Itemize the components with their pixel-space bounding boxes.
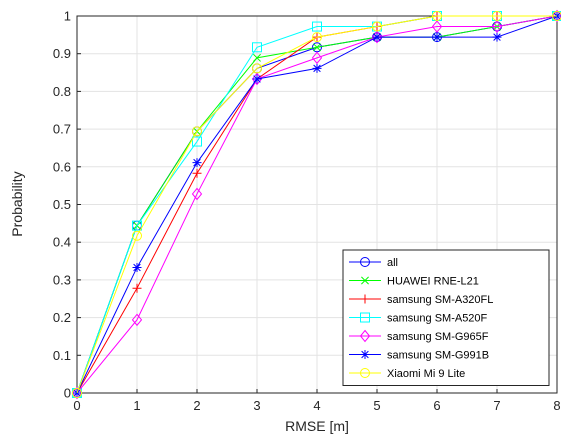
data-point-xiaomi-mi-9-lite bbox=[192, 126, 202, 137]
x-tick-label: 2 bbox=[193, 398, 200, 413]
legend-item-xiaomi-mi-9-lite: Xiaomi Mi 9 Lite bbox=[349, 368, 465, 380]
y-tick-label: 0.7 bbox=[53, 122, 71, 137]
data-point-xiaomi-mi-9-lite bbox=[312, 32, 322, 43]
data-point-samsung-sm-g965f bbox=[371, 30, 383, 44]
data-point-xiaomi-mi-9-lite bbox=[372, 21, 382, 32]
legend-label: samsung SM-G965F bbox=[387, 331, 489, 343]
x-tick-label: 0 bbox=[73, 398, 80, 413]
series-layer bbox=[71, 9, 561, 400]
data-point-xiaomi-mi-9-lite bbox=[552, 11, 561, 21]
x-tick-label: 3 bbox=[253, 398, 260, 413]
data-point-samsung-sm-a520f bbox=[312, 21, 322, 32]
legend-item-huawei-rne-l21: HUAWEI RNE-L21 bbox=[349, 276, 479, 288]
axis-ticks: 0 1 2 3 4 5 6 7 8 0 0.1 0.2 0.3 0.4 0.5 0.6 0.7 0.8 0.9 1 bbox=[53, 9, 561, 414]
data-point-samsung-sm-g965f bbox=[431, 20, 443, 33]
x-tick-label: 5 bbox=[373, 398, 380, 413]
y-tick-label: 0.5 bbox=[53, 197, 71, 212]
y-tick-label: 0.6 bbox=[53, 159, 71, 174]
data-point-samsung-sm-a520f bbox=[192, 136, 202, 147]
data-point-samsung-sm-a520f bbox=[132, 220, 142, 231]
data-point-xiaomi-mi-9-lite bbox=[132, 230, 142, 241]
legend-item-samsung-sm-a520f: samsung SM-A520F bbox=[349, 312, 488, 325]
data-point-samsung-sm-g965f bbox=[191, 187, 203, 201]
y-tick-label: 1 bbox=[64, 9, 71, 24]
series-line-xiaomi-mi-9-lite bbox=[76, 15, 557, 394]
x-tick-label: 8 bbox=[553, 398, 560, 413]
legend-label: Xiaomi Mi 9 Lite bbox=[387, 368, 465, 380]
y-tick-label: 0.1 bbox=[53, 348, 71, 363]
legend-item-all: all bbox=[349, 257, 398, 269]
data-point-samsung-sm-g991b bbox=[372, 32, 382, 42]
data-point-samsung-sm-g965f bbox=[71, 386, 83, 400]
data-point-samsung-sm-g991b bbox=[252, 74, 262, 84]
data-point-samsung-sm-g991b bbox=[492, 32, 502, 42]
legend-marker bbox=[360, 368, 370, 378]
data-point-samsung-sm-g965f bbox=[131, 313, 143, 327]
data-point-samsung-sm-g991b bbox=[132, 262, 142, 272]
x-tick-label: 4 bbox=[313, 398, 320, 413]
legend-label: HUAWEI RNE-L21 bbox=[387, 276, 479, 288]
legend-marker bbox=[361, 276, 369, 285]
data-point-samsung-sm-g965f bbox=[311, 51, 323, 65]
legend-item-samsung-sm-g965f: samsung SM-G965F bbox=[349, 329, 489, 343]
y-tick-label: 0.2 bbox=[53, 310, 71, 325]
y-tick-label: 0.4 bbox=[53, 235, 71, 250]
x-axis-title: RMSE [m] bbox=[285, 418, 349, 434]
data-point-xiaomi-mi-9-lite bbox=[432, 11, 442, 21]
legend-marker bbox=[360, 294, 370, 304]
x-tick-label: 1 bbox=[133, 398, 140, 413]
data-point-samsung-sm-g991b bbox=[432, 32, 442, 42]
y-tick-label: 0 bbox=[64, 386, 71, 401]
data-point-samsung-sm-g991b bbox=[192, 158, 202, 168]
legend-label: samsung SM-A520F bbox=[387, 313, 488, 325]
legend-marker bbox=[360, 312, 370, 323]
data-point-samsung-sm-g965f bbox=[551, 9, 561, 23]
data-point-huawei-rne-l21 bbox=[313, 43, 321, 52]
legend-marker bbox=[360, 257, 370, 267]
data-point-samsung-sm-a520f bbox=[252, 42, 262, 53]
legend-marker bbox=[359, 329, 371, 343]
x-tick-label: 6 bbox=[433, 398, 440, 413]
data-point-samsung-sm-a320fl bbox=[192, 168, 202, 178]
data-point-huawei-rne-l21 bbox=[253, 53, 261, 62]
data-point-xiaomi-mi-9-lite bbox=[72, 388, 82, 398]
legend-item-samsung-sm-g991b: samsung SM-G991B bbox=[349, 350, 489, 362]
legend-label: samsung SM-A320FL bbox=[387, 294, 493, 306]
y-tick-label: 0.9 bbox=[53, 46, 71, 61]
data-point-samsung-sm-g991b bbox=[312, 63, 322, 73]
y-tick-label: 0.3 bbox=[53, 272, 71, 287]
legend-label: samsung SM-G991B bbox=[387, 350, 489, 362]
series-line-samsung-sm-g965f bbox=[76, 15, 558, 394]
data-point-samsung-sm-g965f bbox=[491, 20, 503, 33]
legend-item-samsung-sm-a320fl: samsung SM-A320FL bbox=[349, 294, 493, 306]
legend-marker bbox=[360, 350, 370, 359]
series-samsung-sm-g965f bbox=[71, 9, 561, 400]
x-tick-label: 7 bbox=[493, 398, 500, 413]
legend-label: all bbox=[387, 257, 398, 269]
legend: all HUAWEI RNE-L21 samsung SM-A320FL samsun… bbox=[342, 249, 550, 386]
data-point-samsung-sm-g965f bbox=[251, 72, 263, 86]
data-point-samsung-sm-a320fl bbox=[132, 283, 142, 293]
data-point-xiaomi-mi-9-lite bbox=[492, 11, 502, 21]
y-tick-label: 0.8 bbox=[53, 84, 71, 99]
series-xiaomi-mi-9-lite bbox=[72, 11, 561, 398]
y-axis-title: Probability bbox=[9, 171, 25, 236]
data-point-xiaomi-mi-9-lite bbox=[252, 63, 262, 74]
